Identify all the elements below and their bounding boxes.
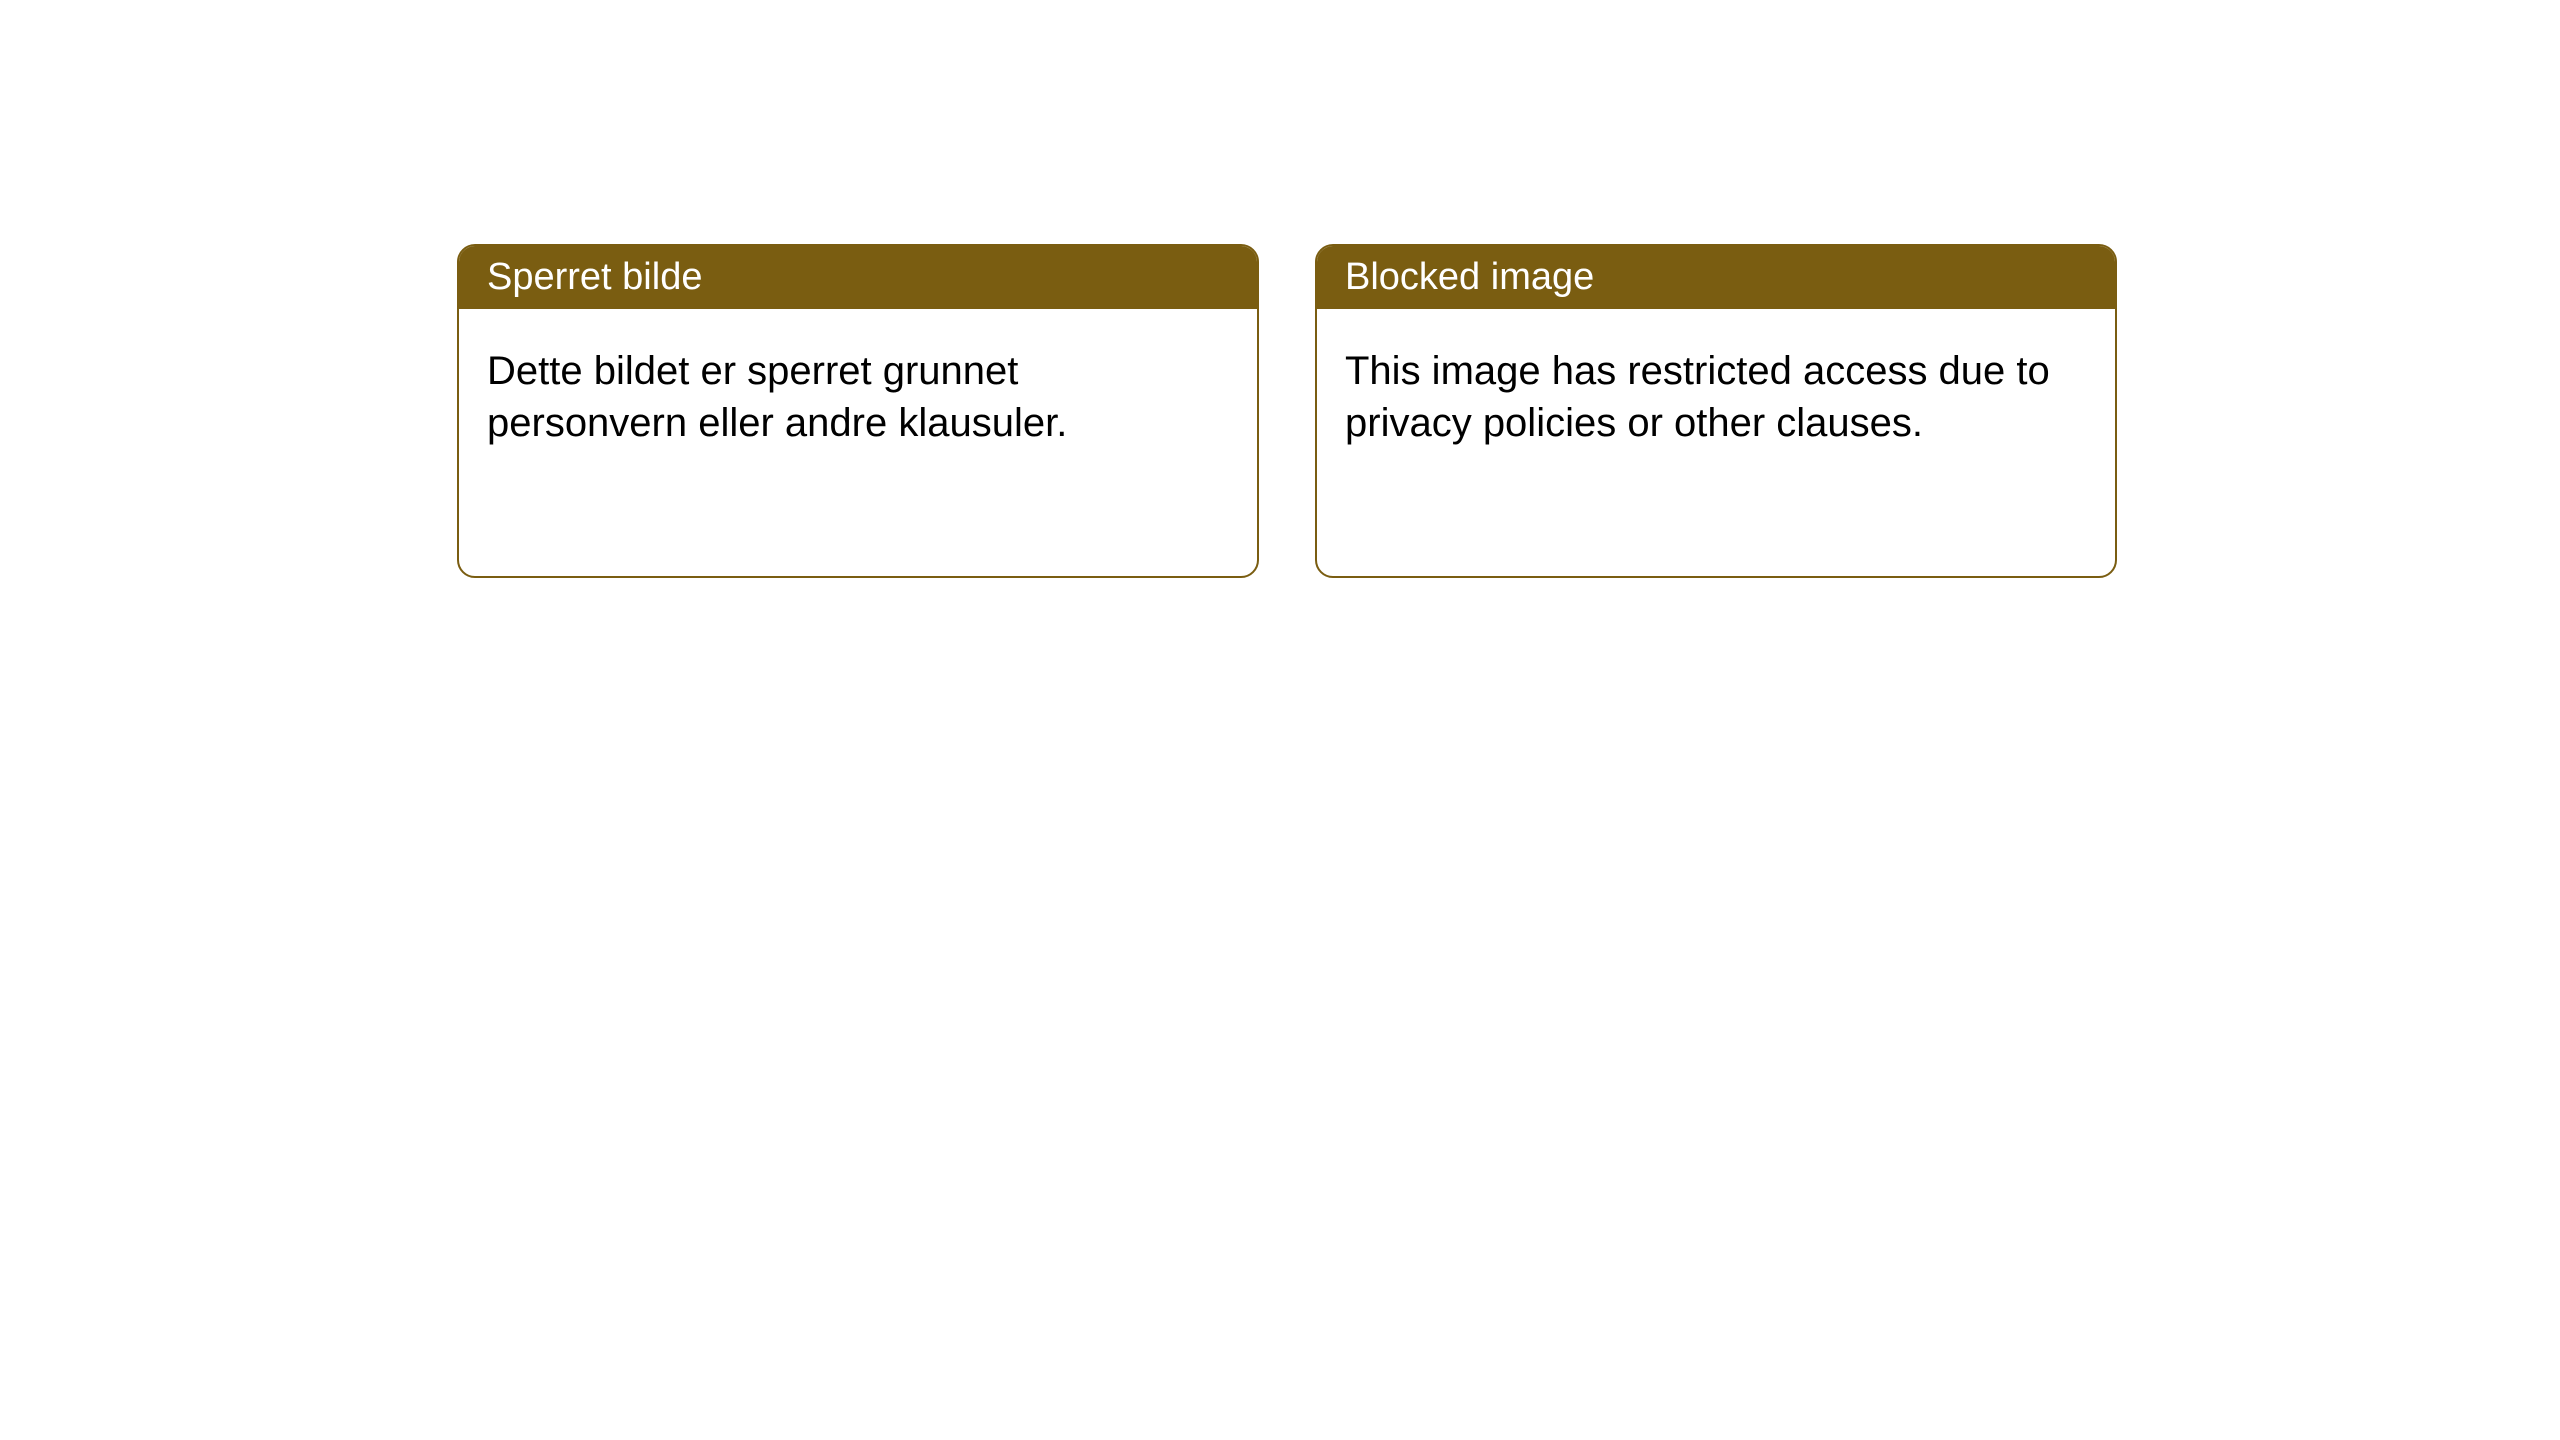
card-header-norwegian: Sperret bilde xyxy=(459,246,1257,309)
card-body-english: This image has restricted access due to … xyxy=(1317,309,2115,485)
blocked-image-card-english: Blocked image This image has restricted … xyxy=(1315,244,2117,578)
card-header-english: Blocked image xyxy=(1317,246,2115,309)
card-body-norwegian: Dette bildet er sperret grunnet personve… xyxy=(459,309,1257,485)
cards-container: Sperret bilde Dette bildet er sperret gr… xyxy=(0,0,2560,578)
blocked-image-card-norwegian: Sperret bilde Dette bildet er sperret gr… xyxy=(457,244,1259,578)
